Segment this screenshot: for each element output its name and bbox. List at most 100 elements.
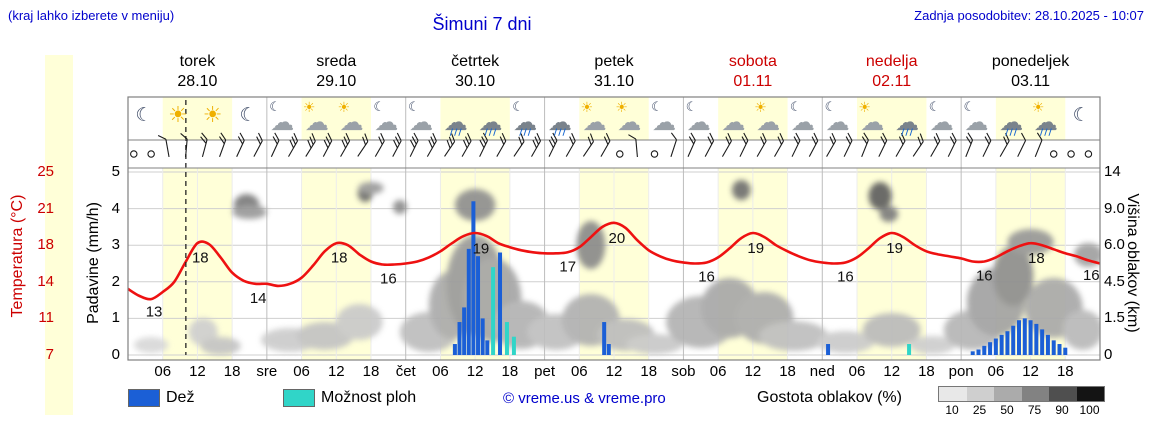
icon-glyph: /// [1005, 128, 1019, 138]
cloud-height-tick: 0 [1104, 346, 1113, 363]
cloud-blob [816, 331, 875, 353]
icon-glyph: ☾ [269, 100, 281, 115]
rain-icon: ☁/// [441, 101, 475, 138]
shower-bar [504, 322, 509, 355]
rain-moon-icon: ☾ ☁/// [510, 101, 544, 138]
cloud-blob [576, 221, 606, 269]
last-update-text: Zadnja posodobitev: 28.10.2025 - 10:07 [914, 8, 1144, 23]
icon-glyph: ☀ [580, 100, 594, 116]
calm-wind-icon [1067, 150, 1075, 158]
precip-tick: 2 [111, 272, 120, 290]
icon-glyph: ☁ [825, 108, 850, 136]
hour-tick-label: 12 [605, 363, 623, 380]
cloud-moon-icon: ☾ ☁ [267, 101, 301, 137]
sun-cloud-icon: ☀ ☁ [614, 101, 648, 137]
cloud-density-scale-value: 75 [1027, 403, 1042, 417]
icon-glyph: ☀ [858, 100, 871, 116]
day-date: 01.11 [733, 73, 773, 90]
sun-icon: ☀ [198, 101, 232, 137]
daylight-band [857, 97, 927, 140]
cloud-density-scale-step [1049, 387, 1077, 401]
icon-glyph: ☁ [652, 108, 677, 136]
hour-tick-label: 18 [362, 363, 380, 380]
icon-glyph: ☁ [513, 108, 538, 136]
wind-barb-icon [687, 132, 696, 157]
day-abbr-label: sob [671, 363, 696, 380]
cloud-moon-icon: ☾ ☁ [823, 101, 857, 137]
cloud-density-scale-step [994, 387, 1022, 401]
day-date: 28.10 [177, 73, 218, 90]
daylight-band [301, 97, 371, 140]
moon-icon: ☾ [1066, 101, 1100, 137]
icon-glyph: ☀ [337, 100, 351, 116]
wind-barb-icon [357, 133, 369, 157]
temp-value-label: 16 [837, 268, 854, 285]
icon-glyph: ☁ [756, 108, 781, 136]
wind-barb-icon [756, 132, 767, 157]
cloud-blob [862, 313, 921, 347]
cloud-blob [625, 334, 684, 354]
icon-glyph: ☁ [1033, 108, 1058, 136]
wind-barb-icon [826, 132, 837, 157]
temp-value-label: 16 [380, 271, 397, 288]
rain-bar [466, 248, 471, 355]
rain-bar [993, 338, 998, 355]
chart-frame [127, 96, 1101, 361]
rain-bar [1063, 347, 1068, 355]
hour-tick-label: 18 [1056, 363, 1074, 380]
cloud-density-scale-value: 90 [1055, 403, 1069, 417]
cloud-height-tick: 1.5 [1104, 309, 1125, 327]
hour-tick-label: 12 [883, 363, 901, 380]
wind-barb-icon [288, 132, 299, 157]
daylight-band [579, 97, 649, 140]
rain-bar [999, 334, 1004, 355]
wind-barb-icon [496, 132, 507, 157]
cloud-blob [868, 182, 892, 210]
copyright-link[interactable]: © vreme.us & vreme.pro [503, 390, 666, 407]
sun-cloud-icon: ☀ ☁ [337, 101, 371, 137]
temp-value-label: 19 [747, 240, 764, 257]
rain-bar [982, 345, 987, 355]
rain-bar [1034, 323, 1039, 355]
wind-barb-icon [878, 132, 888, 157]
wind-barb-icon [374, 132, 385, 157]
hour-tick-label: 12 [327, 363, 345, 380]
rain-bar [462, 307, 467, 355]
rain-bar [480, 318, 485, 355]
temp-value-label: 18 [331, 250, 348, 267]
icon-glyph: /// [1039, 128, 1053, 138]
wind-barb-icon [808, 132, 819, 157]
day-name: ponedeljek [991, 53, 1070, 70]
wind-barb-icon [930, 132, 941, 157]
cloud-moon-icon: ☾ ☁ [406, 101, 440, 137]
day-abbr-label: ned [809, 363, 835, 380]
wind-barb-icon [322, 132, 333, 157]
cloud-density-scale-value: 100 [1079, 403, 1100, 417]
hour-tick-label: 18 [918, 363, 935, 380]
icon-glyph: ☁ [304, 108, 329, 136]
showers-legend-swatch [283, 389, 315, 407]
wind-barb-icon [704, 132, 715, 157]
wind-barb-icon [739, 132, 749, 157]
cloud-sun-icon: ☀ ☁ [753, 101, 787, 137]
cloud-density-scale-step [939, 387, 967, 401]
cloud-height-tick: 14 [1104, 163, 1121, 180]
icon-glyph: ☁ [929, 108, 954, 136]
cloud-blob [732, 180, 751, 200]
wind-barbs-row [130, 132, 1093, 158]
day-date: 30.10 [455, 73, 496, 90]
temperature-value-labels: 13 18 14 18 16 19 17 20 16 19 16 19 16 18 16 [146, 230, 1100, 320]
wind-barb-icon [426, 132, 437, 157]
cloud-blob [200, 337, 241, 355]
day-name: sreda [316, 53, 357, 70]
cloud-height-tick: 6.0 [1104, 236, 1125, 254]
showers-legend-label: Možnost ploh [321, 389, 417, 406]
hour-tick-label: 06 [293, 363, 310, 380]
cloud-blob [336, 304, 383, 340]
cloud-density-shading [133, 180, 1100, 355]
rain-bar [606, 344, 611, 355]
icon-glyph: /// [449, 128, 463, 138]
rain-bar [452, 344, 457, 355]
cloud-blob [1062, 310, 1100, 350]
rain-bar [970, 351, 975, 355]
